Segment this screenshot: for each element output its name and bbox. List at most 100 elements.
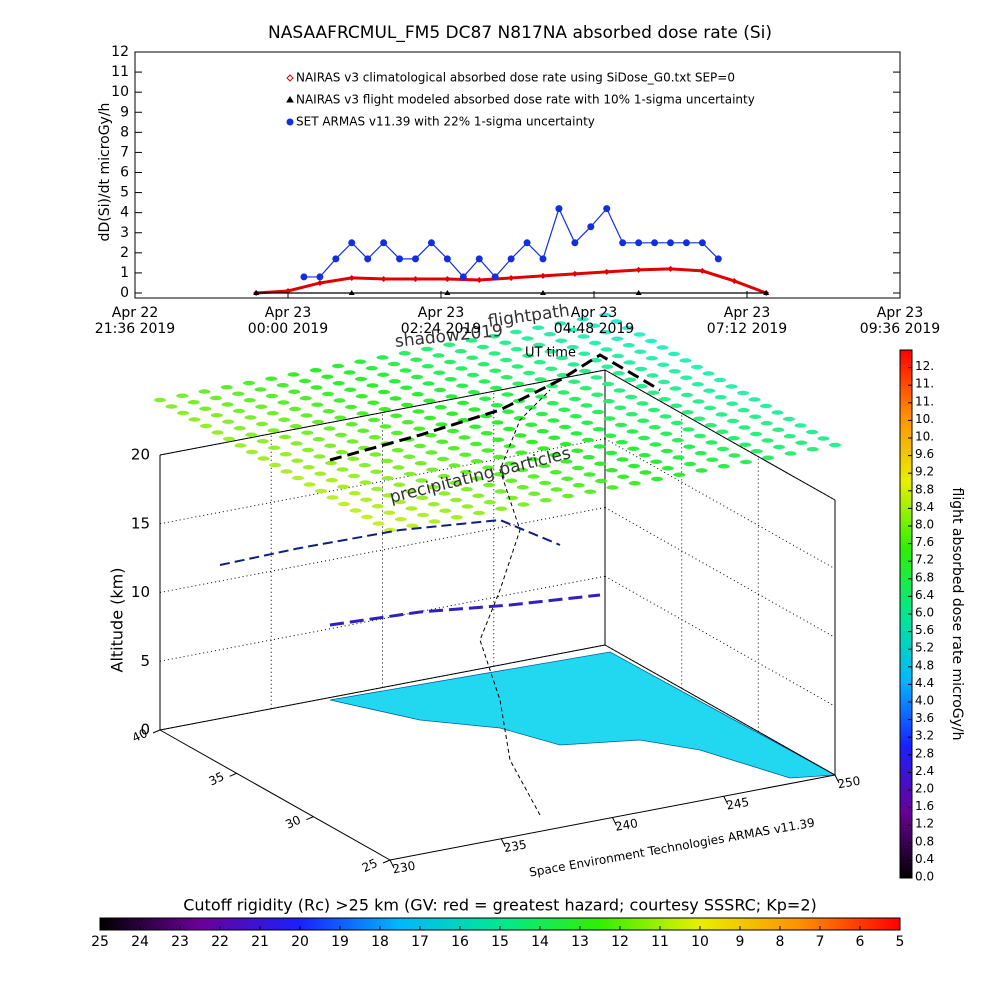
dose-cell	[439, 508, 452, 513]
dose-cell	[415, 478, 428, 483]
dose-cell	[510, 347, 523, 352]
dose-cell	[403, 454, 416, 459]
colorbar-tick-label: 10.	[915, 430, 934, 444]
dose-cell	[348, 473, 360, 479]
dose-cell	[602, 381, 614, 387]
colorbar-tick-label: 16	[451, 934, 469, 950]
dose-cell	[288, 389, 301, 394]
dose-cell	[301, 430, 314, 435]
dose-cell	[760, 421, 773, 426]
y-tick-label: 5	[120, 185, 129, 201]
dose-cell	[772, 427, 785, 432]
colorbar-tick-label: 9.6	[915, 447, 934, 461]
point	[523, 239, 531, 247]
point	[667, 265, 674, 272]
dose-cell	[510, 329, 522, 335]
z-tick-label: 10	[131, 583, 150, 601]
point	[539, 255, 547, 263]
dose-cell	[223, 436, 235, 442]
dose-cell	[633, 332, 646, 337]
dose-cell	[559, 424, 571, 430]
dose-cell	[324, 443, 337, 448]
colorbar-tick-label: 8.0	[915, 518, 934, 532]
dose-cell	[337, 484, 350, 489]
dose-cell	[424, 415, 436, 421]
point	[540, 272, 546, 279]
dose-cell	[750, 431, 762, 437]
dose-cell	[648, 407, 660, 413]
point	[507, 255, 515, 263]
dose-cell	[292, 475, 304, 481]
point	[714, 255, 722, 263]
flight-track	[219, 518, 561, 566]
dose-cell	[346, 439, 359, 444]
dose-cell	[401, 420, 414, 425]
colorbar-tick-label: 7.6	[915, 535, 934, 549]
colorbar-tick-label: 0.8	[915, 834, 934, 848]
dose-cell	[450, 515, 463, 520]
dose-cell	[310, 385, 323, 390]
dose-cell	[388, 379, 401, 384]
dose-cell	[657, 362, 670, 367]
dose-cell	[394, 517, 407, 522]
dose-cell	[388, 361, 400, 367]
colorbar-tick-label: 6.4	[915, 588, 934, 602]
dose-cell	[511, 364, 524, 369]
colorbar-label: Cutoff rigidity (Rc) >25 km (GV: red = g…	[183, 896, 817, 915]
dose-cell	[651, 476, 663, 482]
dose-cell	[376, 355, 389, 360]
dose-cell	[612, 353, 624, 359]
colorbar-tick-label: 20	[291, 934, 309, 950]
dose-cell	[658, 397, 671, 402]
dose-cell	[645, 356, 658, 361]
dose-cell	[656, 345, 669, 350]
colorbar-tick-label: 17	[411, 934, 429, 950]
point	[253, 290, 260, 295]
dose-cell	[572, 465, 584, 471]
dose-cell	[680, 375, 693, 380]
dose-cell	[599, 312, 611, 318]
dose-cell	[411, 374, 423, 380]
dose-cell	[659, 414, 672, 419]
annotation: precipitating particles	[388, 443, 573, 507]
dose-cell	[491, 420, 504, 425]
dose-cell	[624, 377, 637, 382]
dose-cell	[572, 483, 585, 488]
dose-cell	[600, 347, 613, 352]
dose-cell	[524, 405, 537, 410]
point	[603, 268, 610, 275]
cutoff-map	[329, 651, 837, 779]
dose-cell	[470, 441, 482, 447]
dose-cell	[312, 437, 325, 442]
colorbar-tick-label: 25	[91, 934, 109, 950]
dose-cell	[368, 417, 380, 423]
dose-cell	[538, 463, 551, 468]
dose-cell	[326, 495, 339, 500]
dose-cell	[606, 485, 619, 490]
colorbar-tick-label: 12.	[915, 359, 934, 373]
y-tick-label: 0	[120, 285, 129, 301]
dose-cell	[554, 321, 567, 326]
dose-cell	[495, 506, 508, 511]
dose-cell	[611, 336, 624, 341]
z-axis-label: Altitude (km)	[108, 568, 127, 673]
dose-cell	[605, 450, 617, 456]
dose-cell	[417, 512, 429, 518]
dose-cell	[602, 399, 615, 404]
dose-cell	[314, 471, 327, 476]
point	[682, 239, 690, 247]
colorbar-label: flight absorbed dose rate microGy/h	[949, 488, 965, 741]
dose-cell	[366, 383, 379, 388]
dose-cell	[580, 403, 593, 408]
dose-cell	[740, 459, 752, 465]
x-tick-label: 250	[836, 774, 861, 792]
dose-cell	[588, 323, 601, 328]
dose-cell	[582, 437, 594, 443]
dose-cell	[539, 480, 551, 486]
dose-cell	[333, 398, 346, 403]
point	[459, 273, 467, 281]
dose-cell	[412, 409, 425, 414]
dose-cell	[569, 396, 581, 402]
dose-cell	[627, 446, 640, 451]
dose-cell	[254, 387, 267, 392]
